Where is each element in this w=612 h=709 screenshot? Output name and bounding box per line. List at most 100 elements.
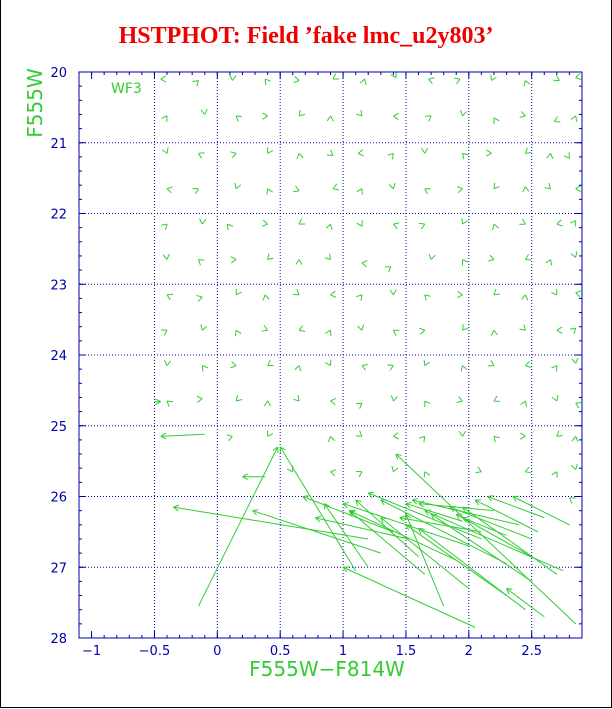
data-marker [161,329,168,336]
data-marker [392,222,400,230]
data-marker [166,293,174,301]
data-marker [201,365,209,372]
data-vector [302,495,394,533]
data-marker [200,324,208,331]
data-marker [462,152,469,160]
data-marker [234,329,242,337]
data-marker [571,463,578,470]
data-marker [553,75,560,82]
data-marker [166,186,173,194]
data-vector [315,515,409,540]
x-tick-label: 2 [465,644,473,659]
data-marker [361,363,368,371]
data-marker [192,188,199,195]
data-marker [493,435,500,443]
data-marker [389,289,397,296]
y-tick-label: 22 [50,208,67,223]
grid-lines [79,72,582,638]
data-marker [493,117,500,124]
data-marker [163,360,171,366]
data-marker [575,290,582,298]
axis-ticks: −1 −0.5 0 0.5 1 1.5 2 2.5 20 21 22 23 24 25 26 27 28 [50,66,582,659]
data-marker [570,251,578,258]
data-marker [197,258,205,266]
data-marker [490,74,497,81]
data-marker [520,400,527,407]
data-marker [230,151,237,159]
x-tick-label: −0.5 [139,644,171,659]
data-marker [551,288,558,296]
data-marker [418,222,426,230]
data-marker [575,73,582,81]
data-marker [545,259,553,266]
data-marker [487,360,495,367]
data-marker [387,152,394,160]
data-marker [355,430,363,437]
data-marker [519,111,526,118]
data-marker [356,188,363,195]
data-marker [262,294,270,301]
data-vector [418,527,526,611]
data-marker [521,294,529,301]
data-marker [424,294,431,301]
x-tick-label: 1 [339,644,347,659]
data-marker [264,78,271,86]
data-marker [357,324,365,331]
data-marker [551,471,558,478]
data-marker [568,497,576,504]
data-marker [556,219,563,227]
data-marker [230,256,237,264]
data-marker [551,365,558,372]
data-marker [161,223,168,231]
data-marker [234,182,242,190]
data-marker [462,324,469,331]
data-marker [196,294,203,302]
data-marker [200,108,208,115]
data-marker [261,325,269,332]
x-tick-label: −1 [82,644,101,659]
data-marker [456,186,463,194]
y-tick-label: 28 [50,632,67,647]
data-marker [388,182,396,190]
y-tick-label: 26 [50,491,67,506]
data-marker [324,253,331,260]
data-marker [330,469,337,477]
data-marker [161,115,168,122]
data-marks [154,72,582,628]
data-marker [267,253,274,260]
data-marker [460,365,468,372]
data-marker [296,153,304,160]
data-vector [418,500,495,512]
data-marker [355,471,363,478]
data-marker [330,290,337,298]
data-marker [298,109,305,117]
data-marker [546,153,554,160]
data-vector [380,517,470,589]
data-marker [393,432,400,440]
data-marker [525,466,532,474]
data-marker [571,436,579,443]
data-marker [393,112,400,120]
data-marker [199,218,207,225]
data-marker [235,288,242,296]
data-marker [355,402,363,409]
data-marker [267,147,274,154]
data-marker [524,254,532,261]
data-marker [161,147,169,154]
data-vector [380,499,507,565]
data-marker [326,149,334,156]
data-vector [487,495,545,519]
data-marker [298,218,306,225]
data-marker [266,188,273,195]
data-marker [332,73,340,80]
y-tick-label: 27 [50,561,67,576]
data-marker [553,116,561,123]
data-marker [519,432,526,440]
data-vector [405,524,507,596]
data-marker [392,329,400,336]
data-marker [293,289,300,296]
data-marker [570,115,578,122]
data-marker [563,152,570,159]
data-vector [342,566,476,628]
